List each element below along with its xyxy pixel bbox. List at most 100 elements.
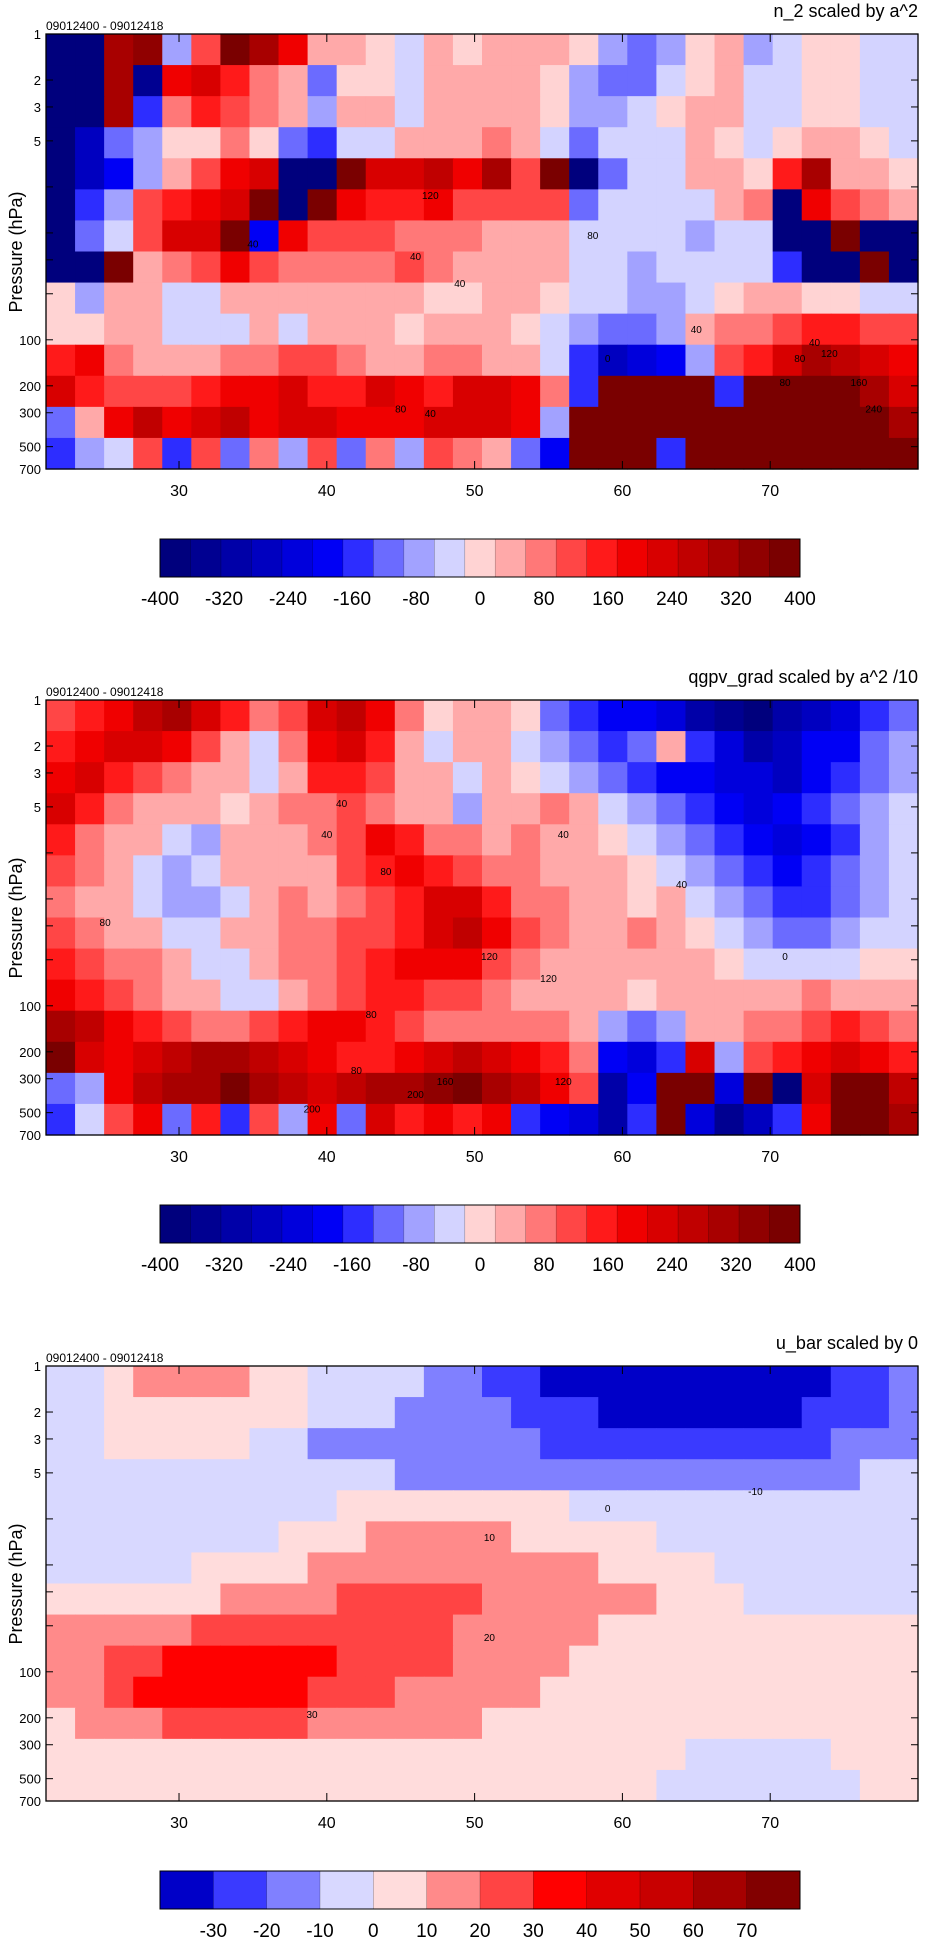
- field-cell: [278, 793, 309, 825]
- field-cell: [220, 1552, 251, 1585]
- field-cell: [423, 824, 454, 856]
- y-tick-label: 5: [34, 134, 41, 149]
- field-cell: [104, 251, 134, 284]
- field-cell: [307, 220, 338, 253]
- contour-label: -10: [748, 1487, 763, 1498]
- field-cell: [191, 979, 221, 1012]
- field-cell: [365, 1397, 396, 1429]
- field-cell: [888, 375, 919, 408]
- field-cell: [888, 313, 919, 346]
- field-cell: [482, 824, 512, 856]
- field-cell: [75, 1103, 105, 1136]
- field-cell: [482, 96, 512, 128]
- field-cell: [598, 34, 628, 66]
- field-cell: [801, 344, 832, 377]
- colorbar-swatch: [342, 1205, 374, 1243]
- field-cell: [859, 731, 890, 763]
- field-cell: [714, 158, 745, 190]
- field-cell: [511, 824, 541, 856]
- field-cell: [75, 282, 105, 315]
- field-cell: [191, 1769, 221, 1802]
- field-cell: [656, 855, 687, 888]
- field-cell: [482, 313, 512, 346]
- field-cell: [888, 1072, 919, 1105]
- field-cell: [714, 1645, 745, 1678]
- field-cell: [162, 189, 192, 222]
- field-cell: [830, 189, 861, 222]
- field-cell: [394, 762, 425, 794]
- field-cell: [104, 1428, 134, 1460]
- field-cell: [540, 762, 570, 794]
- field-cell: [482, 1676, 512, 1709]
- field-cell: [482, 1583, 512, 1616]
- field-cell: [423, 1103, 454, 1136]
- field-cell: [104, 824, 134, 856]
- field-cell: [888, 1676, 919, 1709]
- field-cell: [278, 1521, 309, 1554]
- field-cell: [104, 282, 134, 315]
- field-cell: [743, 793, 774, 825]
- field-cell: [830, 1552, 861, 1585]
- field-cell: [540, 96, 570, 128]
- contour-label: 80: [395, 405, 407, 416]
- field-cell: [540, 375, 570, 408]
- contour-label: 10: [484, 1533, 496, 1544]
- field-cell: [511, 251, 541, 284]
- y-tick-label: 300: [19, 1738, 41, 1753]
- field-cell: [104, 793, 134, 825]
- field-cell: [888, 824, 919, 856]
- y-axis-ticks: 1 2 3 5 100 200 300 500 700: [19, 27, 918, 477]
- field-cell: [423, 1676, 454, 1709]
- field-cell: [452, 1490, 483, 1522]
- field-cell: [394, 189, 425, 222]
- field-cell: [394, 1769, 425, 1802]
- plot-frame: [45, 33, 919, 470]
- field-cell: [714, 282, 745, 315]
- field-cell: [278, 220, 309, 253]
- field-cell: [743, 948, 774, 981]
- field-cell: [75, 1583, 105, 1616]
- contour-label: 200: [304, 1105, 321, 1116]
- field-cell: [133, 700, 163, 732]
- field-cell: [627, 127, 657, 159]
- field-cell: [278, 979, 309, 1012]
- field-cell: [482, 855, 512, 888]
- field-cell: [191, 65, 221, 97]
- field-cell: [598, 1552, 628, 1585]
- field-cell: [685, 251, 716, 284]
- field-cell: [772, 1738, 803, 1771]
- field-cell: [278, 1676, 309, 1709]
- field-cell: [220, 1707, 251, 1740]
- field-cell: [743, 979, 774, 1012]
- field-cell: [830, 313, 861, 346]
- field-cell: [162, 1041, 192, 1074]
- contour-label: 0: [782, 952, 788, 963]
- field-cell: [714, 1459, 745, 1491]
- field-cell: [714, 855, 745, 888]
- field-cell: [627, 1010, 657, 1043]
- field-cell: [336, 313, 367, 346]
- field-cell: [569, 1072, 599, 1105]
- contour-label: 240: [865, 405, 882, 416]
- field-cell: [423, 1614, 454, 1647]
- field-cell: [830, 1521, 861, 1554]
- field-cell: [249, 1645, 280, 1678]
- field-cell: [511, 344, 541, 377]
- field-cell: [656, 979, 687, 1012]
- field-cell: [104, 1521, 134, 1554]
- field-cell: [191, 1041, 221, 1074]
- field-cell: [220, 948, 251, 981]
- field-cell: [714, 1103, 745, 1136]
- field-cell: [540, 1397, 570, 1429]
- field-cell: [423, 282, 454, 315]
- field-cell: [336, 1707, 367, 1740]
- field-cell: [423, 1552, 454, 1585]
- field-cell: [714, 1072, 745, 1105]
- field-cell: [772, 1459, 803, 1491]
- field-cell: [307, 1041, 338, 1074]
- field-cell: [307, 886, 338, 919]
- field-cell: [220, 313, 251, 346]
- field-cell: [394, 1583, 425, 1616]
- field-cell: [801, 127, 832, 159]
- field-cell: [452, 1428, 483, 1460]
